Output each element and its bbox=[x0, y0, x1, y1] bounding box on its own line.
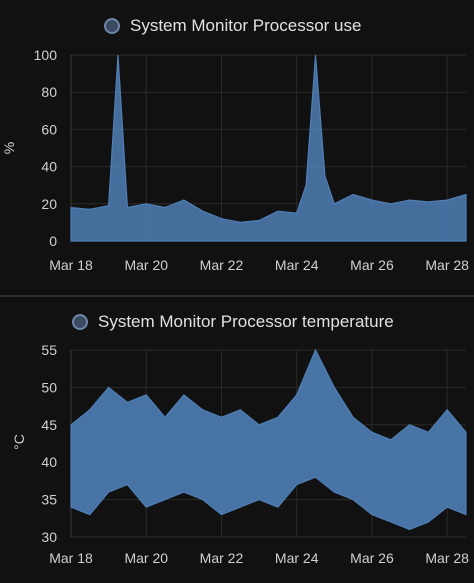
x-tick-label: Mar 24 bbox=[275, 257, 319, 273]
y-tick-label: 80 bbox=[41, 84, 57, 100]
cpu-temperature-card: System Monitor Processor temperature 30 3… bbox=[0, 298, 474, 583]
x-tick-label: Mar 26 bbox=[350, 257, 394, 273]
y-tick-label: 50 bbox=[41, 379, 57, 395]
y-tick-label: 45 bbox=[41, 417, 57, 433]
series-area bbox=[70, 54, 467, 242]
temperature-legend-item[interactable]: System Monitor Processor temperature bbox=[72, 312, 394, 332]
cpu-legend-label: System Monitor Processor use bbox=[130, 16, 362, 35]
cpu-use-card: System Monitor Processor use 0 20 40 60 80 10… bbox=[1, 16, 469, 273]
y-tick-label: 55 bbox=[41, 342, 57, 358]
series-band bbox=[70, 348, 467, 531]
y-tick-label: 60 bbox=[41, 121, 57, 137]
temperature-legend-label: System Monitor Processor temperature bbox=[98, 312, 394, 331]
cpu-use-chart: 0 20 40 60 80 100 Mar 18 Mar 20 Mar 22 Mar 24 Mar … bbox=[1, 47, 469, 273]
cpu-temperature-chart: 30 35 40 45 50 55 Mar 18 Mar 20 Mar 22 Mar 24 Mar … bbox=[11, 342, 469, 566]
cpu-legend-swatch bbox=[104, 18, 120, 34]
x-tick-label: Mar 18 bbox=[49, 257, 93, 273]
y-tick-label: 40 bbox=[41, 454, 57, 470]
x-tick-label: Mar 26 bbox=[350, 550, 394, 566]
y-axis-label: % bbox=[1, 142, 17, 154]
temperature-legend-swatch bbox=[72, 314, 88, 330]
x-tick-label: Mar 22 bbox=[200, 550, 244, 566]
x-tick-label: Mar 22 bbox=[200, 257, 244, 273]
x-tick-label: Mar 20 bbox=[124, 257, 168, 273]
y-tick-label: 20 bbox=[41, 196, 57, 212]
y-tick-label: 30 bbox=[41, 529, 57, 545]
y-tick-label: 0 bbox=[49, 233, 57, 249]
x-tick-label: Mar 24 bbox=[275, 550, 319, 566]
x-tick-label: Mar 28 bbox=[425, 257, 469, 273]
y-tick-label: 40 bbox=[41, 159, 57, 175]
y-tick-label: 100 bbox=[34, 47, 58, 63]
y-tick-label: 35 bbox=[41, 492, 57, 508]
cpu-legend-item[interactable]: System Monitor Processor use bbox=[104, 16, 361, 36]
card-divider bbox=[0, 295, 474, 297]
x-tick-label: Mar 28 bbox=[425, 550, 469, 566]
y-axis-label: °C bbox=[11, 434, 27, 450]
x-tick-label: Mar 18 bbox=[49, 550, 93, 566]
x-tick-label: Mar 20 bbox=[124, 550, 168, 566]
